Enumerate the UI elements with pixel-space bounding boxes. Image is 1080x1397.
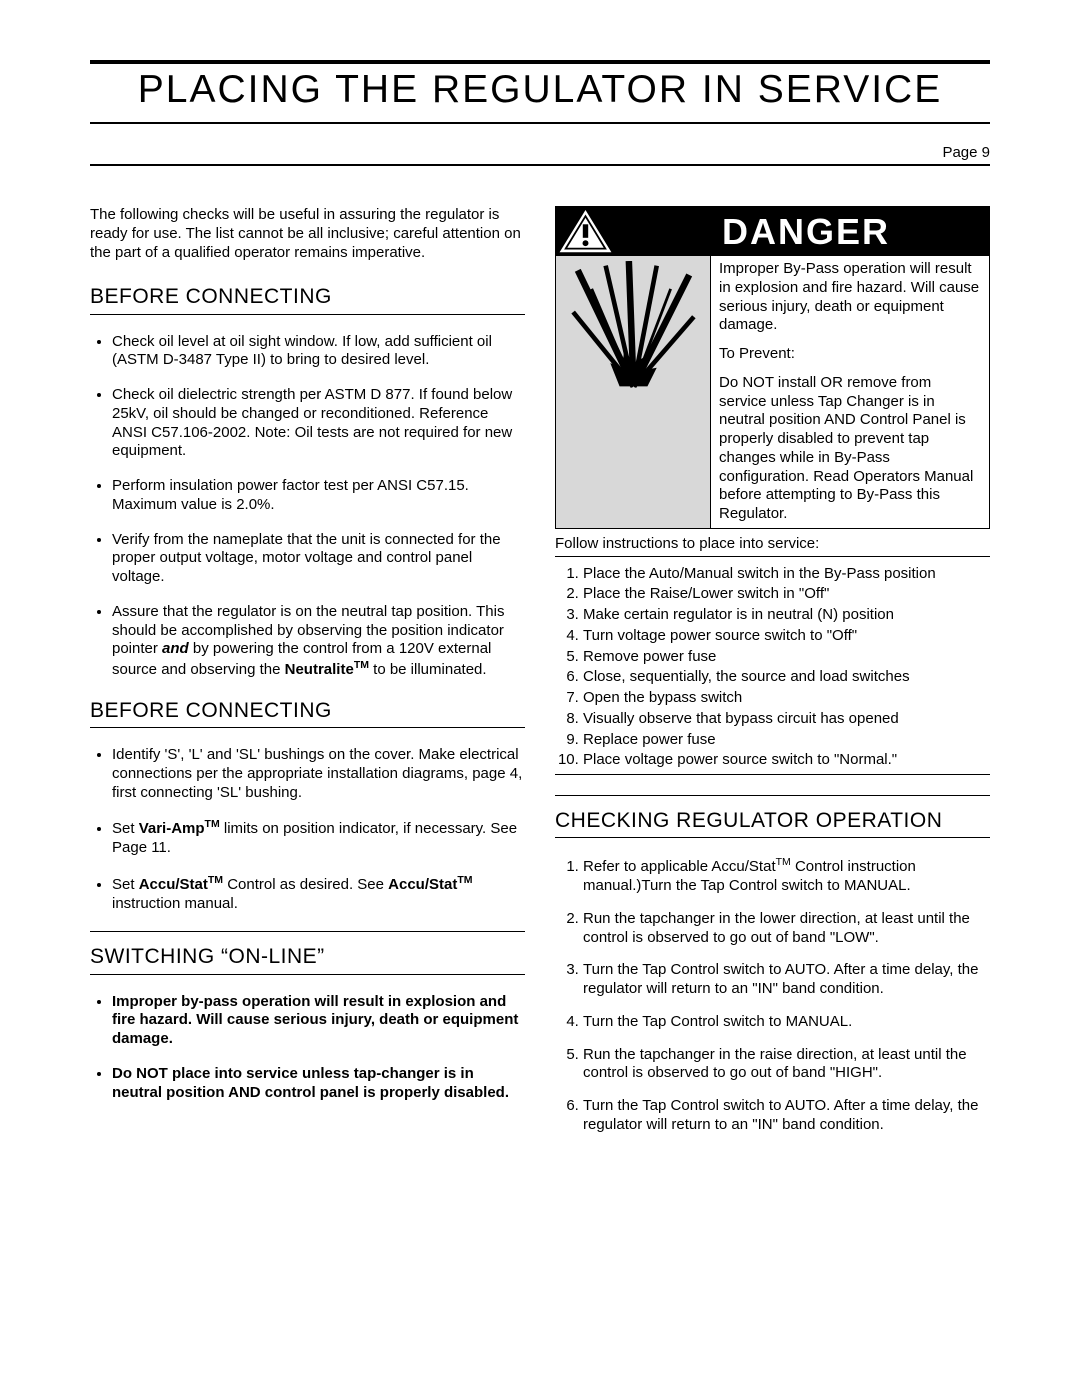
list-item: Improper by-pass operation will result i…: [112, 993, 525, 1049]
list-item: Refer to applicable Accu/StatTM Control …: [583, 856, 990, 896]
service-steps-list: Place the Auto/Manual switch in the By-P…: [555, 565, 990, 776]
page: PLACING THE REGULATOR IN SERVICE Page 9 …: [0, 0, 1080, 1209]
section-heading-switching-online: SWITCHING “ON-LINE”: [90, 931, 525, 974]
list-item: Run the tapchanger in the raise directio…: [583, 1046, 990, 1084]
list-item: Assure that the regulator is on the neut…: [112, 603, 525, 680]
two-column-layout: The following checks will be useful in a…: [90, 206, 990, 1149]
list-item: Turn the Tap Control switch to AUTO. Aft…: [583, 961, 990, 999]
before-connecting-2-list: Identify 'S', 'L' and 'SL' bushings on t…: [90, 746, 525, 913]
danger-text: Improper By-Pass operation will result i…: [711, 256, 989, 528]
section-heading-before-connecting-2: BEFORE CONNECTING: [90, 698, 525, 728]
list-item: Remove power fuse: [583, 648, 990, 667]
list-item: Run the tapchanger in the lower directio…: [583, 910, 990, 948]
list-item: Place the Raise/Lower switch in "Off": [583, 585, 990, 604]
list-item: Visually observe that bypass circuit has…: [583, 710, 990, 729]
page-title: PLACING THE REGULATOR IN SERVICE: [90, 60, 990, 124]
follow-instructions-text: Follow instructions to place into servic…: [555, 535, 990, 557]
danger-callout: DANGER: [555, 206, 990, 529]
danger-body: Improper By-Pass operation will result i…: [556, 256, 989, 528]
list-item: Turn the Tap Control switch to MANUAL.: [583, 1013, 990, 1032]
list-item: Verify from the nameplate that the unit …: [112, 531, 525, 587]
list-item: Set Vari-AmpTM limits on position indica…: [112, 818, 525, 858]
switching-online-list: Improper by-pass operation will result i…: [90, 993, 525, 1103]
list-item: Check oil level at oil sight window. If …: [112, 333, 525, 371]
section-heading-checking-operation: CHECKING REGULATOR OPERATION: [555, 795, 990, 838]
list-item: Open the bypass switch: [583, 689, 990, 708]
list-item: Turn the Tap Control switch to AUTO. Aft…: [583, 1097, 990, 1135]
danger-label: DANGER: [633, 209, 979, 254]
list-item: Perform insulation power factor test per…: [112, 477, 525, 515]
warning-triangle-icon: [558, 209, 613, 254]
explosion-icon: [556, 256, 711, 528]
list-item: Turn voltage power source switch to "Off…: [583, 627, 990, 646]
section-heading-before-connecting-1: BEFORE CONNECTING: [90, 284, 525, 314]
intro-paragraph: The following checks will be useful in a…: [90, 206, 525, 262]
list-item: Place the Auto/Manual switch in the By-P…: [583, 565, 990, 584]
page-number: Page 9: [90, 144, 990, 166]
list-item: Close, sequentially, the source and load…: [583, 668, 990, 687]
list-item: Place voltage power source switch to "No…: [583, 751, 990, 770]
right-column: DANGER: [555, 206, 990, 1149]
list-item: Check oil dielectric strength per ASTM D…: [112, 386, 525, 461]
list-item: Set Accu/StatTM Control as desired. See …: [112, 874, 525, 914]
list-item: Make certain regulator is in neutral (N)…: [583, 606, 990, 625]
danger-header: DANGER: [556, 207, 989, 256]
list-item: Replace power fuse: [583, 731, 990, 750]
left-column: The following checks will be useful in a…: [90, 206, 525, 1149]
before-connecting-1-list: Check oil level at oil sight window. If …: [90, 333, 525, 680]
checking-operation-list: Refer to applicable Accu/StatTM Control …: [555, 856, 990, 1134]
list-item: Do NOT place into service unless tap-cha…: [112, 1065, 525, 1103]
list-item: Identify 'S', 'L' and 'SL' bushings on t…: [112, 746, 525, 802]
